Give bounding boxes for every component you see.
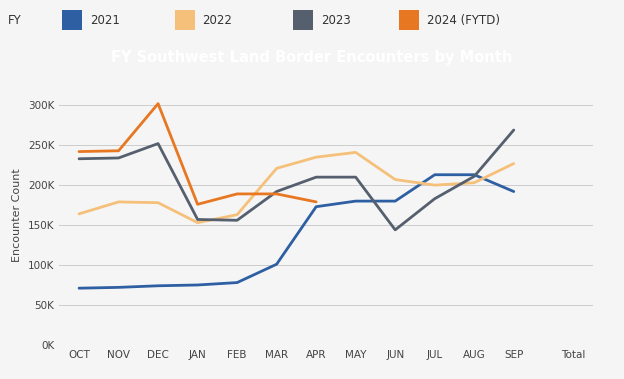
Text: 2022: 2022: [202, 14, 232, 27]
FancyBboxPatch shape: [62, 9, 82, 30]
Text: 2021: 2021: [90, 14, 120, 27]
Text: 2023: 2023: [321, 14, 351, 27]
FancyBboxPatch shape: [399, 9, 419, 30]
FancyBboxPatch shape: [293, 9, 313, 30]
Text: FY: FY: [7, 14, 21, 27]
FancyBboxPatch shape: [175, 9, 195, 30]
Text: FY Southwest Land Border Encounters by Month: FY Southwest Land Border Encounters by M…: [111, 50, 513, 65]
Y-axis label: Encounter Count: Encounter Count: [12, 168, 22, 262]
Text: 2024 (FYTD): 2024 (FYTD): [427, 14, 500, 27]
